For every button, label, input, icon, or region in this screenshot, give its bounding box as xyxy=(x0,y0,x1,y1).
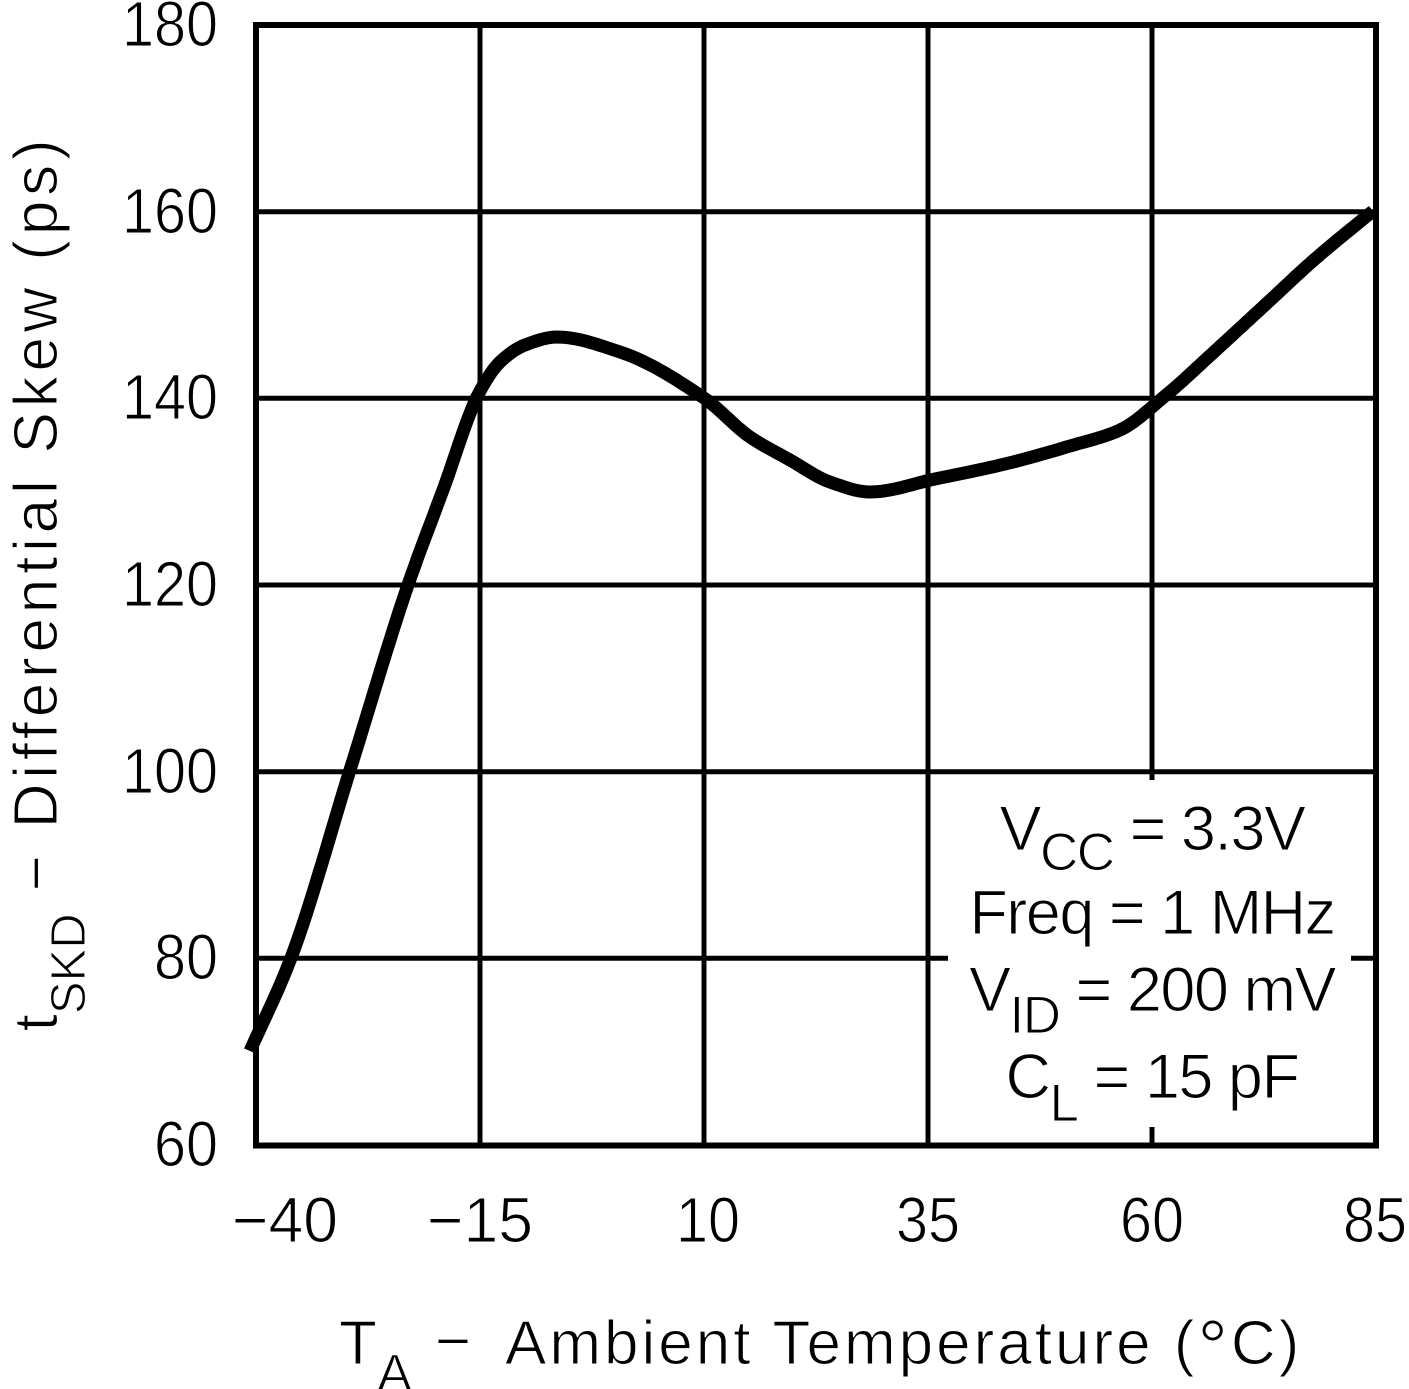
svg-text:180: 180 xyxy=(122,0,218,60)
svg-text:100: 100 xyxy=(122,735,218,807)
svg-text:35: 35 xyxy=(896,1184,960,1256)
svg-text:120: 120 xyxy=(122,548,218,620)
svg-text:VID = 200 mV: VID = 200 mV xyxy=(969,955,1336,1045)
svg-text:tSKD − Differential Skew (ps): tSKD − Differential Skew (ps) xyxy=(2,135,96,1032)
svg-text:160: 160 xyxy=(122,175,218,247)
svg-text:60: 60 xyxy=(154,1108,218,1180)
svg-text:10: 10 xyxy=(676,1184,740,1256)
svg-text:Ambient Temperature (°C): Ambient Temperature (°C) xyxy=(505,1305,1302,1389)
svg-text:140: 140 xyxy=(122,361,218,433)
svg-text:60: 60 xyxy=(1120,1184,1184,1256)
svg-text:TA: TA xyxy=(339,1309,413,1389)
svg-text:Freq = 1 MHz: Freq = 1 MHz xyxy=(969,878,1334,948)
svg-text:85: 85 xyxy=(1343,1184,1407,1256)
svg-text:−: − xyxy=(435,1307,471,1376)
svg-text:80: 80 xyxy=(154,921,218,993)
svg-text:−15: −15 xyxy=(427,1184,533,1256)
svg-text:−40: −40 xyxy=(232,1184,338,1256)
